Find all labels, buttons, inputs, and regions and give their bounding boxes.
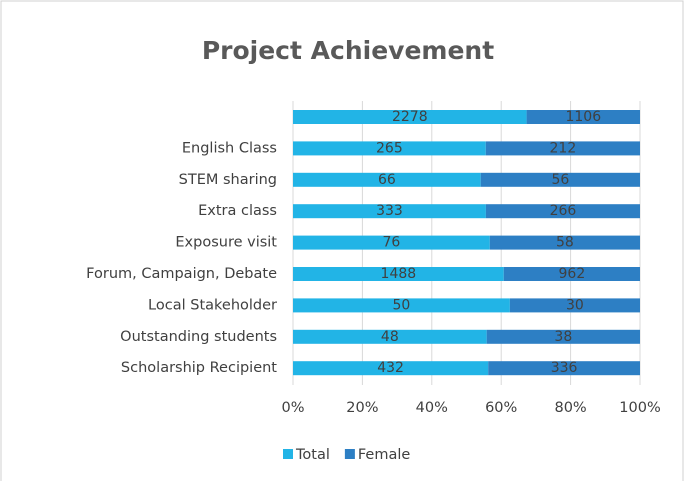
- bar-segment: [485, 141, 640, 156]
- y-tick-label: Outstanding students: [120, 329, 277, 345]
- bar-segment: [293, 361, 489, 376]
- y-tick-label: Exposure visit: [175, 235, 277, 251]
- x-tick-label: 100%: [619, 400, 660, 416]
- bar-segment: [293, 204, 486, 219]
- bar-segment: [503, 267, 640, 281]
- legend-swatch: [283, 449, 293, 459]
- legend-label: Total: [295, 447, 330, 463]
- data-label: 1488: [381, 266, 417, 282]
- y-tick-label: STEM sharing: [179, 172, 277, 188]
- bar-segment: [293, 110, 527, 124]
- bar-segment: [293, 235, 490, 250]
- bar-segment: [485, 204, 640, 219]
- x-tick-label: 40%: [416, 400, 448, 416]
- data-label: 50: [393, 297, 411, 313]
- bar-segment: [526, 110, 640, 124]
- y-tick-label: Extra class: [198, 203, 277, 219]
- data-label: 1106: [565, 109, 601, 125]
- data-label: 30: [566, 297, 584, 313]
- data-label: 212: [550, 140, 577, 156]
- x-tick-label: 20%: [346, 400, 378, 416]
- data-label: 265: [376, 140, 403, 156]
- bar-segment: [293, 298, 510, 313]
- legend-label: Female: [358, 447, 411, 463]
- bar-segment: [486, 329, 640, 344]
- y-tick-label: Local Stakeholder: [148, 297, 277, 313]
- x-tick-label: 0%: [281, 400, 304, 416]
- data-label: 336: [551, 360, 578, 376]
- data-label: 266: [550, 203, 577, 219]
- y-tick-label: Scholarship Recipient: [121, 360, 277, 376]
- bar-segment: [293, 172, 481, 187]
- data-label: 76: [382, 235, 400, 251]
- y-tick-label: Forum, Campaign, Debate: [86, 266, 277, 282]
- bar-segment: [480, 172, 640, 187]
- data-label: 38: [554, 329, 572, 345]
- x-tick-label: 60%: [485, 400, 517, 416]
- data-label: 56: [551, 172, 569, 188]
- data-label: 48: [381, 329, 399, 345]
- data-label: 58: [556, 235, 574, 251]
- data-label: 962: [559, 266, 586, 282]
- data-label: 2278: [392, 109, 428, 125]
- y-tick-label: English Class: [182, 140, 277, 156]
- bar-segment: [293, 267, 504, 281]
- chart-title: Project Achievement: [202, 36, 494, 65]
- data-label: 432: [377, 360, 404, 376]
- bar-segment: [509, 298, 640, 313]
- legend-swatch: [344, 449, 355, 459]
- data-label: 66: [378, 172, 396, 188]
- bar-segment: [488, 361, 640, 376]
- bar-segment: [489, 235, 640, 250]
- bar-segment: [293, 329, 487, 344]
- x-tick-label: 80%: [554, 400, 586, 416]
- data-label: 333: [376, 203, 403, 219]
- bar-segment: [293, 141, 486, 156]
